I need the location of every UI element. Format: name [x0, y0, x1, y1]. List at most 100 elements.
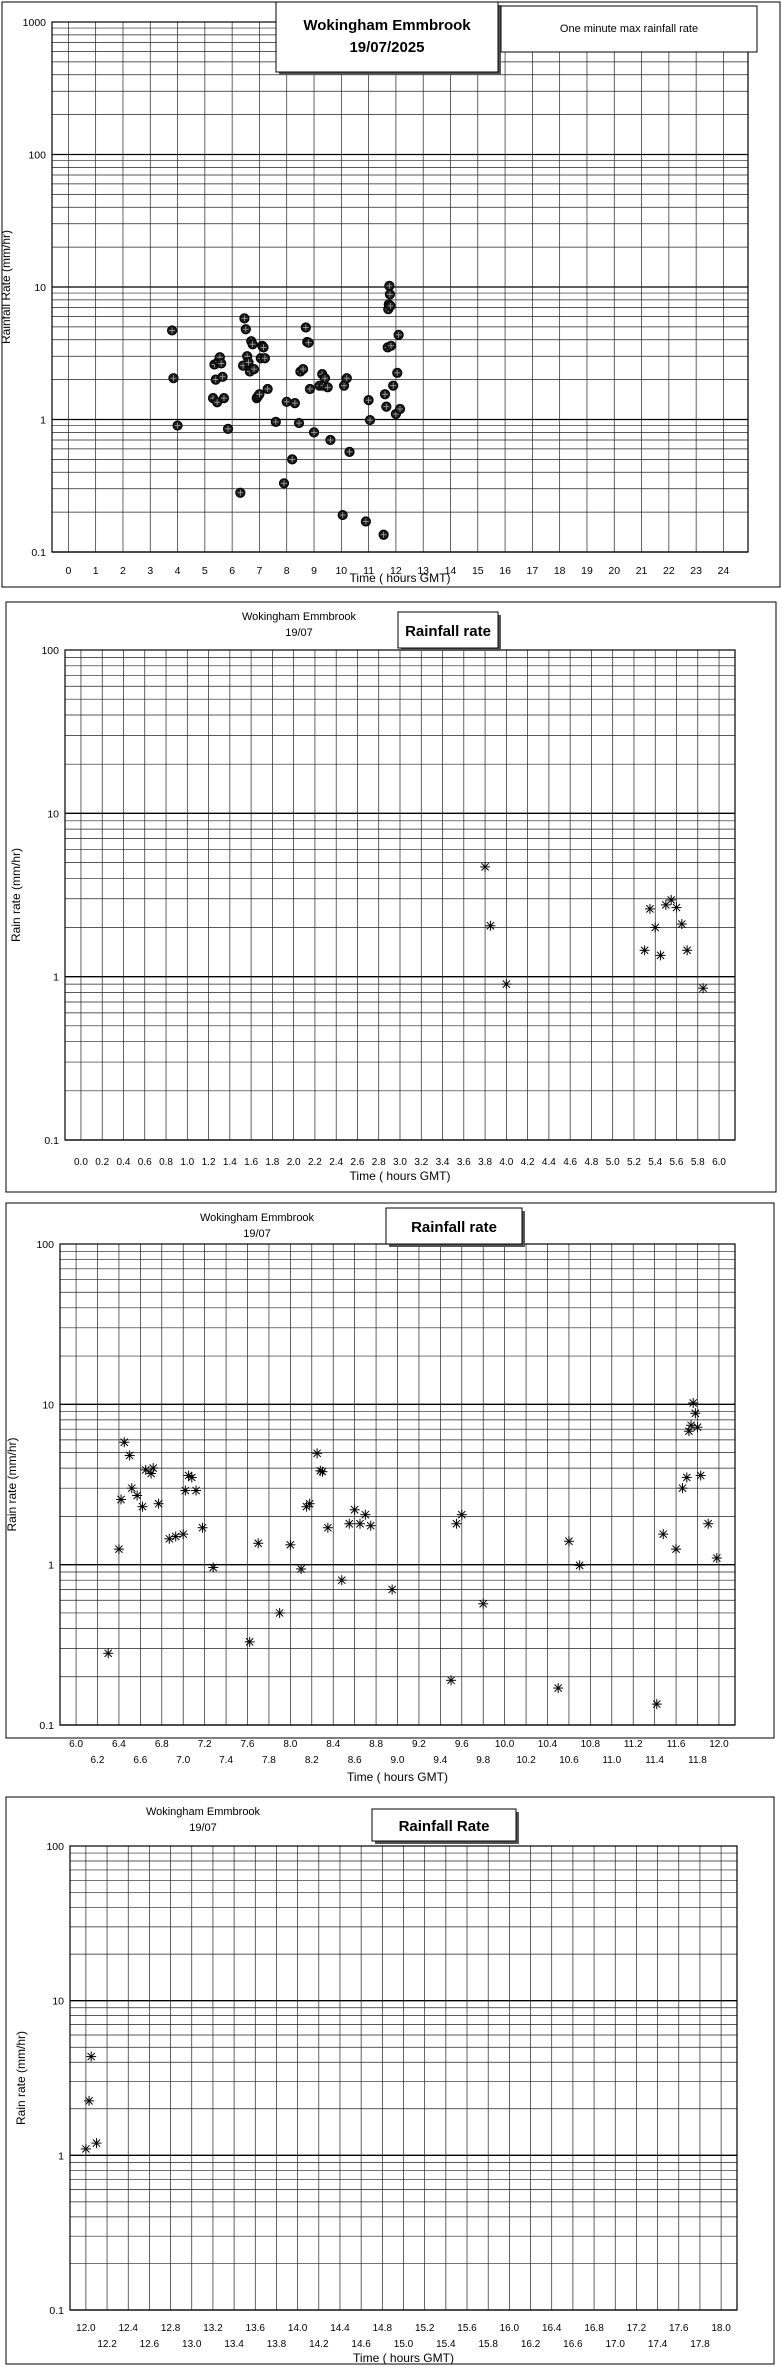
- data-point-star: [344, 1518, 355, 1529]
- x-tick-label: 9.6: [455, 1739, 469, 1750]
- x-tick-label: 3: [147, 565, 153, 577]
- x-tick-label: 15: [472, 565, 484, 577]
- y-tick-label: 10: [34, 282, 46, 294]
- data-point-star: [113, 1544, 124, 1555]
- y-tick-label: 100: [46, 1841, 64, 1853]
- x-tick-label: 10.2: [516, 1755, 536, 1766]
- star-arm: [297, 1565, 306, 1573]
- y-tick-label: 10: [42, 1399, 54, 1411]
- x-tick-label: 1.8: [265, 1157, 279, 1168]
- chart-frame: [5, 1202, 775, 1739]
- data-point-dot: [239, 313, 250, 324]
- star-arm: [337, 1576, 346, 1585]
- data-point-star: [317, 1466, 328, 1477]
- data-point-dot: [259, 353, 270, 364]
- x-tick-label: 7.0: [176, 1755, 190, 1766]
- y-tick-label: 0.1: [31, 547, 46, 559]
- y-tick-label: 100: [36, 1239, 54, 1251]
- data-point-dot: [378, 529, 389, 540]
- data-point-dot: [384, 289, 396, 300]
- x-tick-label: 9: [311, 565, 317, 577]
- data-point-dot: [322, 382, 333, 393]
- data-point-star: [686, 1420, 697, 1431]
- grid-lines: [52, 22, 748, 553]
- x-tick-label: 8.0: [283, 1739, 297, 1750]
- grid-lines: [60, 1244, 735, 1726]
- data-point-star: [103, 1648, 114, 1659]
- data-point-star: [456, 1509, 467, 1520]
- chart-title: Rainfall rate: [411, 1219, 497, 1236]
- y-tick-label: 0.1: [39, 1720, 54, 1732]
- data-point-star: [692, 1422, 703, 1433]
- x-tick-label: 15.8: [478, 2339, 498, 2350]
- data-point-star: [304, 1498, 315, 1509]
- data-point-dot: [393, 329, 404, 341]
- star-arm: [117, 1495, 126, 1504]
- legend-box: [500, 5, 758, 53]
- y-tick-label: 1: [48, 1560, 54, 1572]
- data-points: [166, 280, 406, 540]
- x-tick-label: 5: [202, 565, 208, 577]
- x-tick-label: 6.0: [712, 1157, 726, 1168]
- star-arm: [154, 1499, 163, 1508]
- star-arm: [318, 1467, 327, 1476]
- x-tick-label: 12.2: [97, 2339, 117, 2350]
- data-point-star: [644, 903, 655, 914]
- x-tick-label: 3.0: [393, 1157, 407, 1168]
- data-point-star: [365, 1520, 376, 1531]
- star-arm: [486, 921, 495, 930]
- x-tick-label: 6.8: [155, 1739, 169, 1750]
- data-point-star: [86, 2051, 97, 2062]
- data-point-star: [651, 1699, 662, 1710]
- star-arm: [689, 1399, 698, 1407]
- x-tick-label: 17.8: [690, 2339, 710, 2350]
- y-axis-label: Rainfall Rate (mm/hr): [0, 230, 13, 344]
- x-tick-label: 23: [690, 565, 702, 577]
- x-tick-label: 18: [554, 565, 566, 577]
- x-tick-label: 8.2: [305, 1755, 319, 1766]
- x-tick-label: 12.0: [76, 2323, 96, 2334]
- data-point-dot: [240, 324, 251, 335]
- x-tick-label: 8: [284, 565, 290, 577]
- x-tick-label: 16.8: [584, 2323, 604, 2334]
- star-arm: [651, 923, 660, 932]
- data-point-dot: [217, 371, 228, 382]
- data-point-star: [124, 1450, 135, 1461]
- x-tick-label: 0.8: [159, 1157, 173, 1168]
- chart-subtitle: 19/07/2025: [349, 39, 424, 56]
- chart-title: Rainfall Rate: [399, 1818, 490, 1835]
- x-tick-label: 1: [93, 565, 99, 577]
- x-tick-label: 14: [445, 565, 457, 577]
- data-point-dot: [289, 397, 301, 409]
- x-tick-label: 5.8: [691, 1157, 705, 1168]
- data-point-star: [274, 1607, 285, 1618]
- x-axis-label: Time ( hours GMT): [347, 1770, 448, 1784]
- data-point-star: [485, 920, 496, 931]
- x-tick-label: 16.4: [542, 2323, 562, 2334]
- data-point-dot: [216, 358, 227, 369]
- x-tick-label: 16.2: [521, 2339, 541, 2350]
- x-tick-label: 3.4: [436, 1157, 450, 1168]
- data-point-dot: [385, 300, 396, 312]
- x-tick-label: 17.0: [606, 2339, 626, 2350]
- star-arm: [704, 1519, 713, 1528]
- x-tick-label: 5.4: [648, 1157, 662, 1168]
- data-point-star: [178, 1529, 189, 1540]
- data-point-dot: [281, 396, 292, 407]
- x-tick-label: 13.2: [203, 2323, 223, 2334]
- grid-lines: [70, 1846, 737, 2311]
- data-point-dot: [319, 373, 331, 384]
- chart-title: Rainfall rate: [405, 623, 491, 640]
- y-axis-label: Rain rate (mm/hr): [14, 2031, 28, 2125]
- x-tick-label: 21: [636, 565, 648, 577]
- star-arm: [699, 984, 708, 993]
- data-point-star: [563, 1536, 574, 1547]
- star-arm: [361, 1510, 370, 1519]
- data-point-dot: [293, 417, 305, 429]
- data-point-star: [208, 1562, 219, 1573]
- star-arm: [192, 1486, 201, 1495]
- data-point-dot: [166, 325, 178, 336]
- title-box: [385, 1207, 523, 1245]
- x-tick-label: 5.0: [606, 1157, 620, 1168]
- y-tick-label: 100: [28, 150, 46, 162]
